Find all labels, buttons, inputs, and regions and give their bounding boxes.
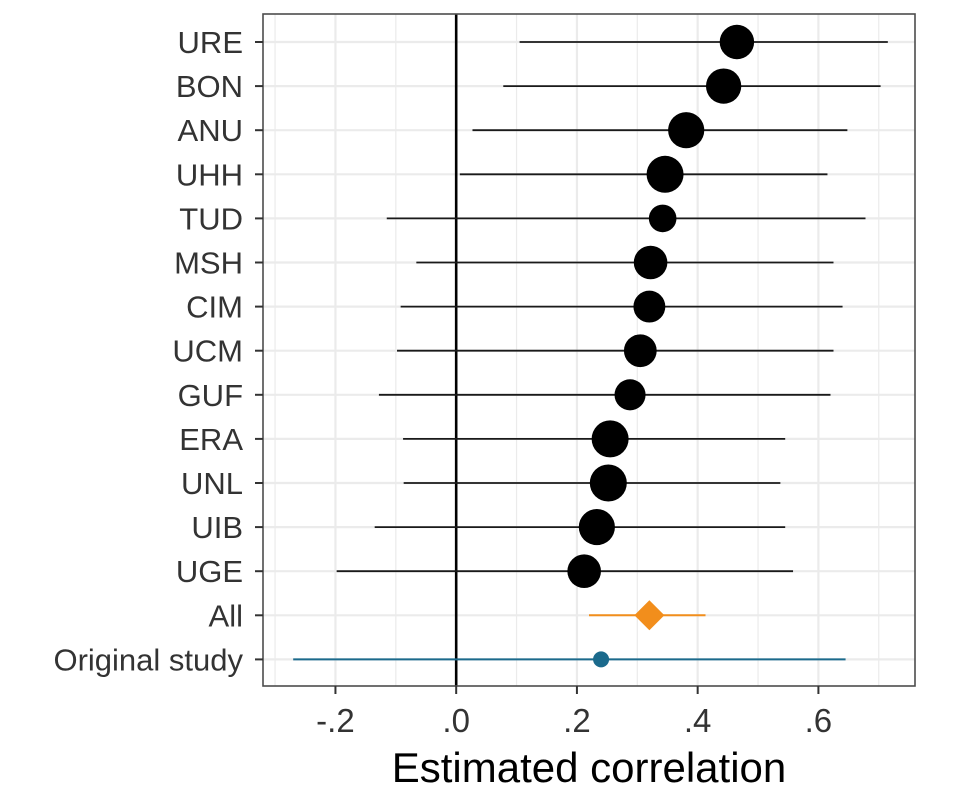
y-tick-label-cim: CIM (186, 290, 243, 325)
y-tick-label-anu: ANU (178, 113, 243, 148)
x-axis: -.2 .0 .2 .4 .6 (316, 686, 832, 739)
y-tick-label-msh: MSH (174, 246, 243, 281)
x-tick-label: .6 (805, 702, 833, 739)
y-tick-label-ure: URE (178, 25, 243, 60)
y-axis: URE BON ANU UHH TUD MSH CIM UCM GUF ERA UNL UIB UGE A… (53, 25, 263, 677)
point-uib (578, 509, 615, 546)
y-tick-label-uib: UIB (191, 510, 243, 545)
point-era (591, 420, 629, 458)
point-ure (719, 24, 755, 60)
point-uhh (646, 155, 684, 193)
y-tick-label-original-study: Original study (53, 642, 243, 677)
point-bon (705, 68, 742, 104)
y-tick-label-all: All (209, 598, 243, 633)
point-layer (567, 24, 755, 668)
point-all (634, 600, 665, 631)
point-tud (648, 204, 677, 233)
x-tick-label: .2 (563, 702, 591, 739)
y-tick-label-uge: UGE (176, 554, 243, 589)
x-tick-label: .4 (684, 702, 712, 739)
point-original-study (593, 651, 610, 668)
y-tick-label-guf: GUF (178, 378, 243, 413)
y-tick-label-unl: UNL (181, 466, 243, 501)
y-tick-label-era: ERA (179, 422, 243, 457)
x-axis-title: Estimated correlation (392, 744, 787, 791)
point-anu (668, 112, 705, 149)
y-tick-label-bon: BON (176, 69, 243, 104)
interval-layer (293, 41, 888, 661)
x-tick-label: -.2 (316, 702, 355, 739)
point-unl (589, 464, 627, 502)
point-msh (633, 245, 668, 280)
x-tick-label: .0 (442, 702, 470, 739)
y-tick-label-ucm: UCM (172, 334, 243, 369)
point-ucm (623, 334, 657, 368)
point-cim (633, 290, 666, 323)
point-uge (567, 554, 601, 588)
point-guf (614, 379, 646, 411)
y-tick-label-uhh: UHH (176, 157, 243, 192)
y-tick-label-tud: TUD (179, 201, 243, 236)
